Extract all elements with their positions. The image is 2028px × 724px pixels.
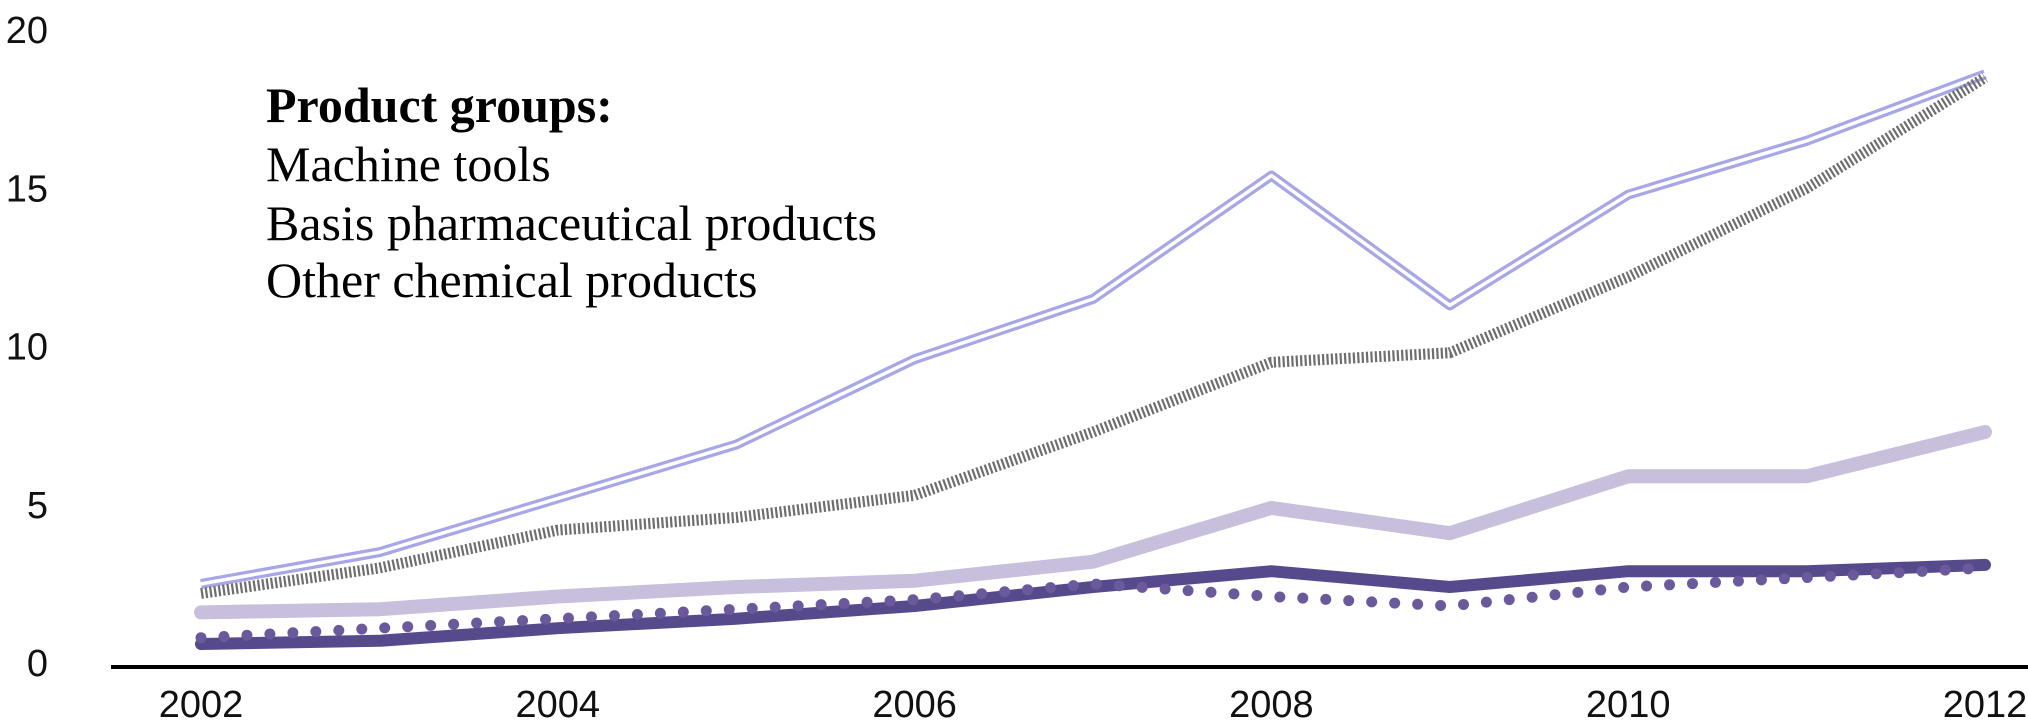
series-5	[195, 562, 1991, 644]
data-point	[1449, 606, 1450, 607]
data-point	[1985, 564, 1986, 565]
data-point	[1806, 577, 1807, 578]
series-line	[195, 562, 1991, 644]
data-point	[1628, 587, 1629, 588]
data-point	[1628, 276, 1629, 277]
data-point	[736, 517, 737, 518]
data-point	[736, 618, 737, 619]
data-point	[1271, 507, 1272, 508]
data-point	[1449, 352, 1450, 353]
data-point	[379, 628, 380, 629]
data-point	[1271, 571, 1272, 572]
data-point	[914, 599, 915, 600]
data-point	[914, 580, 915, 581]
legend-item-basis-pharmaceutical-products: Basis pharmaceutical products	[266, 195, 877, 251]
data-point	[1985, 77, 1986, 78]
data-point	[201, 612, 202, 613]
data-point	[914, 495, 915, 496]
x-tick-label: 2010	[1586, 684, 1671, 724]
data-point	[379, 552, 380, 553]
data-point	[1449, 587, 1450, 588]
x-tick-label: 2012	[1943, 684, 2028, 724]
data-point	[1628, 476, 1629, 477]
y-tick-label: 10	[6, 327, 48, 369]
data-point	[1985, 432, 1986, 433]
data-point	[1806, 476, 1807, 477]
legend-item-other-chemical-products: Other chemical products	[266, 252, 757, 308]
data-point	[1449, 305, 1450, 306]
data-point	[557, 618, 558, 619]
data-point	[201, 583, 202, 584]
y-tick-label: 15	[6, 168, 48, 210]
data-point	[201, 637, 202, 638]
data-point	[1985, 74, 1986, 75]
axis-layer: 0 5 10 15 20 2002 2004 2006 2008 2010 2012	[6, 10, 2028, 724]
y-tick-label: 20	[6, 10, 48, 52]
series-1	[200, 69, 1987, 589]
data-point	[736, 444, 737, 445]
data-point	[1093, 561, 1094, 562]
x-tick-label: 2004	[516, 684, 601, 724]
data-point	[557, 530, 558, 531]
series-3	[194, 425, 1992, 620]
data-point	[1628, 194, 1629, 195]
data-point	[379, 609, 380, 610]
series-line	[194, 425, 1992, 620]
data-point	[1806, 188, 1807, 189]
data-point	[201, 593, 202, 594]
data-point	[1271, 175, 1272, 176]
series-line	[200, 72, 1988, 599]
data-point	[201, 644, 202, 645]
x-tick-label: 2002	[159, 684, 244, 724]
legend-title: Product groups:	[266, 77, 613, 133]
data-point	[557, 596, 558, 597]
data-point	[1628, 571, 1629, 572]
data-point	[379, 640, 380, 641]
x-tick-label: 2008	[1229, 684, 1314, 724]
data-point	[1985, 568, 1986, 569]
data-point	[557, 498, 558, 499]
data-point	[736, 609, 737, 610]
series-layer	[194, 69, 1992, 650]
data-point	[1449, 533, 1450, 534]
data-point	[1093, 583, 1094, 584]
data-point	[1093, 299, 1094, 300]
y-tick-label: 0	[27, 643, 48, 685]
data-point	[379, 568, 380, 569]
data-point	[1271, 362, 1272, 363]
data-point	[1271, 596, 1272, 597]
data-point	[557, 628, 558, 629]
y-tick-label: 5	[27, 485, 48, 527]
data-point	[736, 587, 737, 588]
data-point	[914, 359, 915, 360]
data-point	[914, 606, 915, 607]
x-tick-label: 2006	[872, 684, 957, 724]
data-point	[1806, 140, 1807, 141]
series-line-inner	[200, 72, 1986, 586]
data-point	[1806, 571, 1807, 572]
legend: Product groups: Machine tools Basis phar…	[266, 77, 877, 308]
series-2	[200, 72, 1988, 599]
legend-item-machine-tools: Machine tools	[266, 136, 551, 192]
data-point	[1093, 432, 1094, 433]
